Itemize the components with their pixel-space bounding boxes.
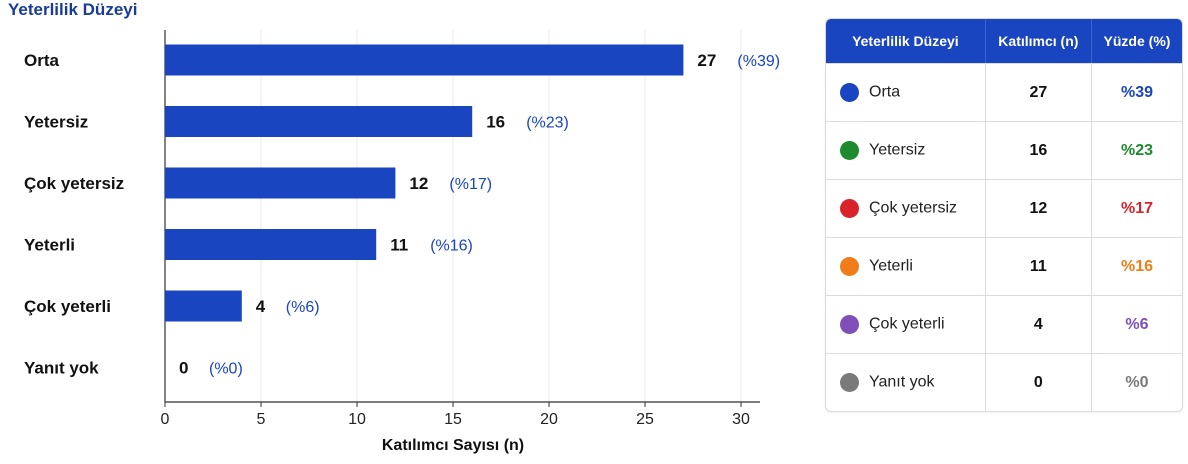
table-row: Yeterli 11 %16: [826, 237, 1182, 295]
category-label-5: Yanıt yok: [24, 359, 99, 378]
percent-cell: %16: [1091, 237, 1182, 295]
bar-chart: 0 5 10 15 20 25 30 Katılımcı Sayısı (n) Orta 27 (%…: [24, 30, 780, 454]
bar-0: [165, 44, 684, 76]
header-count: Katılımcı (n): [985, 19, 1092, 63]
table-header-row: Yeterlilik Düzeyi Katılımcı (n) Yüzde (%…: [826, 19, 1182, 63]
bar-3: [165, 229, 377, 260]
x-tick-label-3: 15: [444, 411, 462, 428]
table-row: Çok yetersiz 12 %17: [826, 179, 1182, 237]
level-cell: Yeterli: [826, 237, 986, 295]
percent-cell: %39: [1091, 63, 1182, 121]
legend-dot-icon: [840, 373, 859, 392]
x-tick-label-0: 0: [161, 411, 170, 428]
level-label: Çok yetersiz: [869, 199, 958, 217]
level-label: Çok yeterli: [869, 315, 945, 333]
value-label-2: 12: [409, 174, 428, 193]
legend-dot-icon: [840, 315, 859, 334]
x-tick-label-1: 5: [257, 411, 266, 428]
level-label: Yetersiz: [869, 141, 926, 159]
bar-1: [165, 106, 473, 137]
table-row: Yetersiz 16 %23: [826, 121, 1182, 179]
value-label-0: 27: [697, 51, 716, 70]
percent-cell: %17: [1091, 179, 1182, 237]
count-cell: 12: [985, 179, 1092, 237]
x-axis-label: Katılımcı Sayısı (n): [382, 437, 524, 454]
value-label-4: 4: [256, 297, 266, 316]
percent-label-4: (%6): [286, 299, 320, 316]
x-tick-label-6: 30: [732, 411, 750, 428]
x-tick-label-4: 20: [540, 411, 558, 428]
count-cell: 27: [985, 63, 1092, 121]
category-label-4: Çok yeterli: [24, 297, 111, 316]
chart-title: Yeterlilik Düzeyi: [8, 0, 138, 19]
level-label: Yeterli: [869, 257, 913, 275]
legend-dot-icon: [840, 257, 859, 276]
percent-label-1: (%23): [526, 115, 569, 132]
level-label: Yanıt yok: [869, 373, 935, 391]
level-cell: Yanıt yok: [826, 353, 986, 411]
category-label-3: Yeterli: [24, 236, 75, 255]
bar-4: [165, 290, 242, 322]
category-label-0: Orta: [24, 51, 60, 70]
percent-label-3: (%16): [430, 238, 473, 255]
percent-cell: %0: [1091, 353, 1182, 411]
value-label-5: 0: [179, 359, 188, 378]
bar-2: [165, 167, 396, 199]
percent-label-5: (%0): [209, 361, 243, 378]
count-cell: 4: [985, 295, 1092, 353]
category-label-1: Yetersiz: [24, 113, 88, 132]
count-cell: 0: [985, 353, 1092, 411]
count-cell: 16: [985, 121, 1092, 179]
x-tick-label-5: 25: [636, 411, 654, 428]
percent-cell: %6: [1091, 295, 1182, 353]
table-row: Yanıt yok 0 %0: [826, 353, 1182, 411]
header-percent: Yüzde (%): [1091, 19, 1182, 63]
legend-dot-icon: [840, 141, 859, 160]
legend-dot-icon: [840, 83, 859, 102]
count-cell: 11: [985, 237, 1092, 295]
level-cell: Çok yetersiz: [826, 179, 986, 237]
table-row: Orta 27 %39: [826, 63, 1182, 121]
value-label-1: 16: [486, 113, 505, 132]
category-label-2: Çok yetersiz: [24, 174, 124, 193]
table-row: Çok yeterli 4 %6: [826, 295, 1182, 353]
x-tick-label-2: 10: [348, 411, 366, 428]
level-label: Orta: [869, 83, 901, 101]
summary-table: Yeterlilik Düzeyi Katılımcı (n) Yüzde (%…: [825, 18, 1183, 412]
percent-label-2: (%17): [449, 176, 492, 193]
header-level: Yeterlilik Düzeyi: [826, 19, 986, 63]
percent-label-0: (%39): [737, 53, 780, 70]
level-cell: Orta: [826, 63, 986, 121]
level-cell: Çok yeterli: [826, 295, 986, 353]
percent-cell: %23: [1091, 121, 1182, 179]
legend-dot-icon: [840, 199, 859, 218]
level-cell: Yetersiz: [826, 121, 986, 179]
value-label-3: 11: [390, 236, 408, 255]
